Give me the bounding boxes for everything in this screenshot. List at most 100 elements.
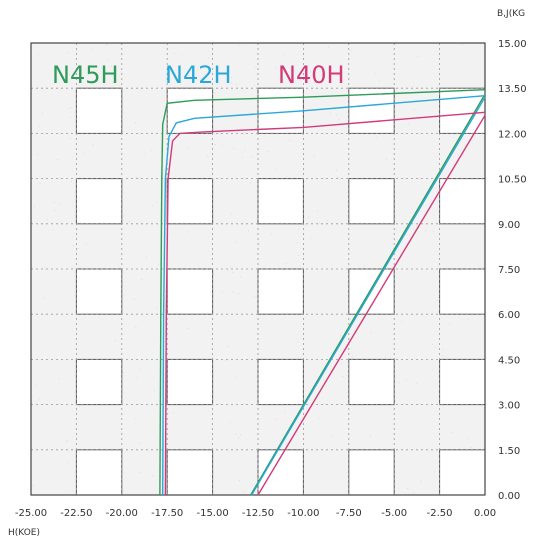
stipple-dot	[207, 155, 209, 157]
stipple-dot	[242, 156, 244, 158]
checker-cell	[348, 449, 395, 496]
stipple-dot	[54, 209, 56, 211]
stipple-dot	[330, 436, 332, 438]
stipple-dot	[208, 57, 210, 59]
y-tick-label: 6.00	[498, 310, 520, 321]
stipple-dot	[67, 461, 69, 463]
stipple-dot	[187, 231, 189, 233]
checker-cell	[439, 268, 486, 315]
stipple-dot	[122, 372, 124, 374]
stipple-dot	[243, 490, 244, 492]
series-n40h-j-curve	[164, 111, 486, 496]
stipple-dot	[338, 119, 340, 121]
stipple-dot	[68, 108, 70, 109]
stipple-dot	[79, 267, 81, 269]
stipple-dot	[317, 210, 319, 212]
stipple-dot	[467, 318, 469, 320]
checker-cell	[439, 358, 486, 406]
stipple-dot	[351, 356, 353, 358]
stipple-dot	[238, 293, 240, 295]
stipple-dot	[203, 83, 205, 85]
stipple-dot	[121, 281, 123, 283]
stipple-dot	[448, 322, 450, 324]
stipple-dot	[241, 113, 243, 115]
stipple-dot	[44, 314, 46, 316]
x-tick-label: -12.50	[242, 508, 274, 519]
stipple-dot	[38, 398, 40, 400]
stipple-dot	[214, 92, 216, 94]
stipple-dot	[37, 53, 39, 55]
stipple-dot	[240, 434, 241, 436]
stipple-dot	[310, 71, 312, 73]
stipple-dot	[211, 171, 213, 173]
checker-cell	[75, 178, 123, 225]
checker-cell	[75, 358, 123, 406]
y-tick-label: 15.00	[498, 39, 527, 50]
y-tick-label: 7.50	[498, 265, 520, 276]
stipple-dot	[255, 66, 257, 68]
stipple-dot	[285, 263, 287, 265]
stipple-dot	[370, 332, 372, 334]
stipple-dot	[156, 202, 158, 204]
stipple-dot	[71, 181, 73, 182]
stipple-dot	[70, 107, 72, 108]
x-tick-label: -2.50	[427, 508, 453, 519]
legend-entry-n40h: N40H	[278, 61, 345, 89]
stipple-dot	[328, 46, 330, 48]
stipple-dot	[114, 340, 116, 342]
stipple-dot	[337, 176, 338, 178]
stipple-dot	[340, 362, 342, 364]
stipple-dot	[152, 205, 154, 207]
stipple-dot	[436, 299, 438, 301]
y-tick-label: 3.00	[498, 401, 520, 412]
stipple-dot	[187, 147, 189, 149]
stipple-dot	[133, 298, 135, 300]
stipple-dot	[44, 267, 46, 269]
stipple-dot	[406, 378, 407, 380]
stipple-dot	[256, 360, 258, 362]
stipple-dot	[407, 488, 409, 489]
checker-cell	[257, 178, 304, 225]
stipple-dot	[259, 243, 260, 245]
checker-cell	[75, 87, 123, 134]
stipple-dot	[298, 228, 300, 230]
stipple-dot	[274, 418, 276, 420]
stipple-dot	[413, 108, 415, 110]
stipple-dot	[376, 137, 378, 139]
stipple-dot	[143, 153, 145, 155]
stipple-dot	[172, 412, 174, 414]
stipple-dot	[442, 355, 444, 357]
stipple-dot	[52, 229, 54, 231]
stipple-dot	[32, 485, 34, 487]
stipple-dot	[135, 122, 136, 124]
stipple-dot	[141, 278, 143, 280]
stipple-dot	[225, 359, 227, 361]
checker-cell	[75, 449, 123, 496]
stipple-dot	[342, 376, 344, 378]
stipple-dot	[253, 296, 255, 298]
stipple-dot	[56, 159, 58, 161]
stipple-dot	[73, 266, 74, 268]
stipple-dot	[70, 138, 72, 140]
stipple-dot	[420, 480, 422, 482]
stipple-dot	[42, 112, 44, 114]
stipple-dot	[140, 471, 142, 473]
x-tick-label: -17.50	[151, 508, 183, 519]
stipple-dot	[230, 422, 232, 423]
stipple-dot	[276, 66, 278, 68]
y-tick-label: 1.50	[498, 446, 520, 457]
stipple-dot	[340, 335, 342, 337]
stipple-dot	[297, 255, 299, 256]
stipple-dot	[105, 43, 107, 45]
stipple-dot	[231, 82, 233, 83]
x-tick-label: -20.00	[106, 508, 138, 519]
stipple-dot	[128, 220, 130, 222]
stipple-dot	[91, 48, 93, 50]
x-tick-label: -22.50	[60, 508, 92, 519]
stipple-dot	[378, 80, 380, 82]
stipple-dot	[235, 433, 237, 435]
stipple-dot	[187, 328, 189, 329]
stipple-dot	[467, 438, 469, 440]
y-tick-label: 10.50	[498, 175, 527, 186]
